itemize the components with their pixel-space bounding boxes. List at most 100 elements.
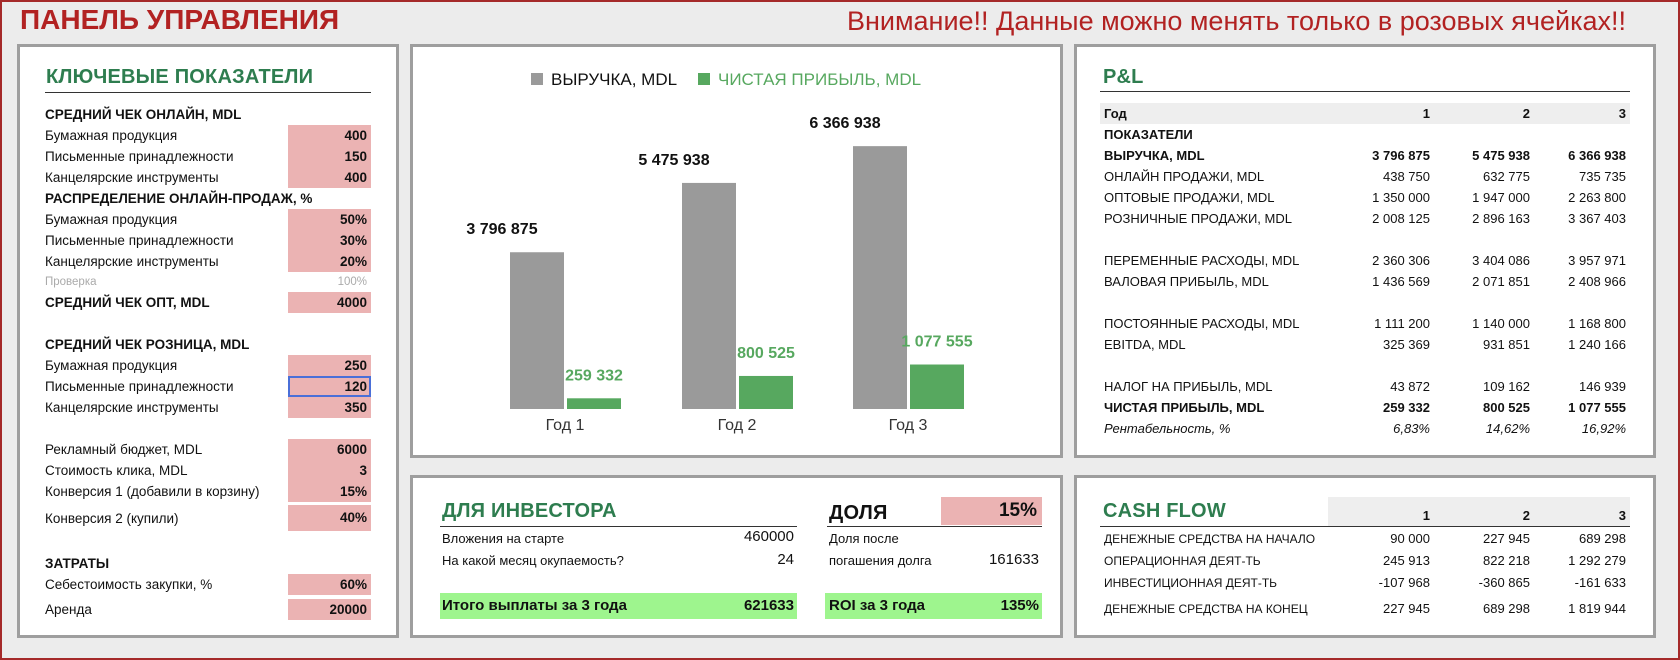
pl-cell-6-2: 1 140 000 [1472,316,1530,331]
costs-1-input[interactable]: 20000 [288,599,371,620]
ads-3-input[interactable]: 40% [288,505,371,531]
wholesale-check-row: СРЕДНИЙ ЧЕК ОПТ, MDL 4000 [45,292,371,313]
roi-bar: ROI за 3 года 135% [825,593,1042,619]
online-dist-0-input[interactable]: 50% [288,209,371,230]
pl-title: P&L [1103,66,1144,88]
cf-row-2: ИНВЕСТИЦИОННАЯ ДЕЯТ-ТЬ -107 968 -360 865 -1… [1100,572,1630,594]
kpi-title-line [45,92,371,93]
online-check-title-row: СРЕДНИЙ ЧЕК ОНЛАЙН, MDL [45,104,371,125]
pl-head-3: 3 [1618,106,1626,121]
total-payout-value: 621633 [743,597,794,614]
bar-label-0-0: 3 796 875 [466,221,537,238]
cf-cell-0-3: 689 298 [1579,531,1626,546]
bar-label-1-1: 800 525 [737,345,795,362]
total-payout-label: Итого выплаты за 3 года [442,597,627,614]
online-check-1-row: Письменные принадлежности 150 [45,146,371,167]
ads-1-input[interactable]: 3 [288,460,371,481]
bar-label-1-2: 1 077 555 [901,334,972,351]
cf-row-0: ДЕНЕЖНЫЕ СРЕДСТВА НА НАЧАЛО 90 000 227 945… [1100,528,1630,550]
cf-row-1: ОПЕРАЦИОННАЯ ДЕЯТ-ТЬ 245 913 822 218 1 292 … [1100,550,1630,572]
pl-row-9: ЧИСТАЯ ПРИБЫЛЬ, MDL 259 332 800 525 1 077 5… [1100,397,1630,418]
online-check-0-label: Бумажная продукция [45,128,178,143]
bar-0-1 [682,182,736,409]
cf-cell-3-3: 1 819 944 [1568,601,1626,616]
pl-cell-10-3: 16,92% [1581,421,1626,436]
pl-cell-3-1: 2 008 125 [1372,211,1430,226]
pl-cell-10-1: 6,83% [1393,421,1430,436]
share-value[interactable]: 15% [941,497,1042,525]
pl-cell-5-3: 2 408 966 [1568,274,1626,289]
online-check-0-row: Бумажная продукция 400 [45,125,371,146]
pl-cell-9-1: 259 332 [1383,400,1430,415]
pl-cell-6-3: 1 168 800 [1568,316,1626,331]
share-title-line [827,526,1042,527]
cf-cell-3-1: 227 945 [1383,601,1430,616]
online-dist-1-input[interactable]: 30% [288,230,371,251]
payback-value: 24 [777,551,794,568]
start-investment-value: 460000 [743,528,794,545]
share-title: ДОЛЯ [829,502,888,524]
bar-1-1 [739,375,793,409]
cf-row-3: ДЕНЕЖНЫЕ СРЕДСТВА НА КОНЕЦ 227 945 689 298… [1100,598,1630,620]
bar-0-0 [510,252,564,409]
pl-row-5: ВАЛОВАЯ ПРИБЫЛЬ, MDL 1 436 569 2 071 851 2 … [1100,271,1630,292]
cf-cell-1-3: 1 292 279 [1568,553,1626,568]
pl-cell-7-3: 1 240 166 [1568,337,1626,352]
pl-cell-3-3: 3 367 403 [1568,211,1626,226]
retail-check-1-row: Письменные принадлежности 120 [45,376,371,397]
online-check-1-label: Письменные принадлежности [45,149,234,164]
cf-cell-2-2: -360 865 [1478,575,1530,590]
costs-title-row: ЗАТРАТЫ [45,553,371,574]
online-dist-title-row: РАСПРЕДЕЛЕНИЕ ОНЛАЙН-ПРОДАЖ, % [45,188,371,209]
ads-0-label: Рекламный бюджет, MDL [45,442,203,457]
pl-cell-8-1: 43 872 [1390,379,1430,394]
dist-check-row: Проверка 100% [45,272,371,293]
pl-cell-3-2: 2 896 163 [1472,211,1530,226]
online-dist-2-input[interactable]: 20% [288,251,371,272]
online-dist-0-label: Бумажная продукция [45,212,178,227]
ads-0-input[interactable]: 6000 [288,439,371,460]
pl-cell-6-1: 1 111 200 [1374,316,1430,331]
x-tick-1: Год 2 [718,417,757,434]
online-check-2-input[interactable]: 400 [288,167,371,188]
share-after-value: 161633 [988,551,1039,568]
retail-check-1-input[interactable]: 120 [288,376,371,397]
bar-label-1-0: 259 332 [565,367,623,384]
retail-check-1-label: Письменные принадлежности [45,379,234,394]
cashflow-title-line [1100,526,1630,527]
retail-check-2-input[interactable]: 350 [288,397,371,418]
retail-check-2-label: Канцелярские инструменты [45,400,219,415]
cf-cell-2-1: -107 968 [1378,575,1430,590]
pl-cell-4-1: 2 360 306 [1372,253,1430,268]
pl-cell-0-2: 5 475 938 [1472,148,1530,163]
pl-cell-1-0: ОНЛАЙН ПРОДАЖИ, MDL [1104,169,1265,184]
ads-0-row: Рекламный бюджет, MDL 6000 [45,439,371,460]
costs-0-input[interactable]: 60% [288,574,371,595]
cf-cell-1-2: 822 218 [1483,553,1530,568]
pl-cell-4-2: 3 404 086 [1472,253,1530,268]
pl-cell-2-0: ОПТОВЫЕ ПРОДАЖИ, MDL [1104,190,1275,205]
roi-label: ROI за 3 года [829,597,925,614]
pl-section-label: ПОКАЗАТЕЛИ [1104,127,1193,142]
wholesale-check-input[interactable]: 4000 [288,292,371,313]
ads-1-row: Стоимость клика, MDL 3 [45,460,371,481]
roi-value: 135% [1000,597,1039,614]
online-check-0-input[interactable]: 400 [288,125,371,146]
cf-cell-1-1: 245 913 [1383,553,1430,568]
retail-check-2-row: Канцелярские инструменты 350 [45,397,371,418]
start-investment-label: Вложения на старте [442,531,565,546]
wholesale-check-label: СРЕДНИЙ ЧЕК ОПТ, MDL [45,295,210,310]
cashflow-head-bg [1328,497,1630,526]
legend-swatch-1 [698,73,710,85]
bar-1-0 [567,398,621,409]
online-check-1-input[interactable]: 150 [288,146,371,167]
online-dist-1-row: Письменные принадлежности 30% [45,230,371,251]
pl-cell-10-0: Рентабельность, % [1104,421,1231,436]
retail-check-title-label: СРЕДНИЙ ЧЕК РОЗНИЦА, MDL [45,337,250,352]
retail-check-0-input[interactable]: 250 [288,355,371,376]
retail-check-title-row: СРЕДНИЙ ЧЕК РОЗНИЦА, MDL [45,334,371,355]
ads-2-input[interactable]: 15% [288,481,371,502]
costs-0-row: Себестоимость закупки, % 60% [45,574,371,595]
pl-cell-5-2: 2 071 851 [1472,274,1530,289]
pl-cell-6-0: ПОСТОЯННЫЕ РАСХОДЫ, MDL [1104,316,1300,331]
